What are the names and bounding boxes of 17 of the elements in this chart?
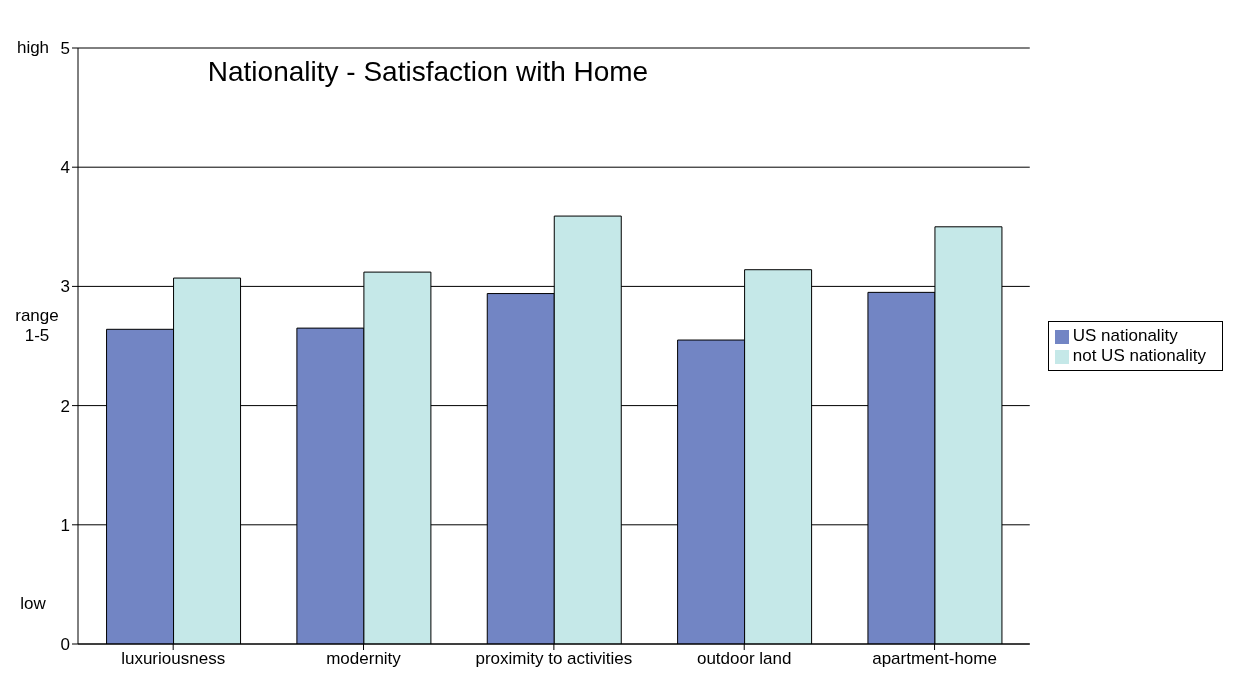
y-tick-label: 1 [60, 515, 70, 535]
y-tick-label: 4 [60, 158, 70, 178]
y-tick-label: 3 [60, 277, 70, 297]
text: low [19, 594, 47, 614]
x-tick-label: apartment-home [872, 649, 997, 669]
x-tick-label: proximity to activities [475, 649, 633, 669]
legend-label: US nationality [1072, 326, 1178, 345]
text: high [15, 38, 51, 58]
legend-label: not US nationality [1072, 346, 1206, 365]
y-axis-title: range 1-5 [14, 306, 60, 346]
y-tick-label: 2 [60, 396, 70, 416]
x-tick-label: modernity [326, 649, 402, 669]
y-tick-label: 5 [60, 39, 70, 59]
x-tick-label: outdoor land [696, 649, 792, 669]
x-tick-label: luxuriousness [121, 649, 226, 669]
y-tick-label: 0 [60, 635, 70, 655]
chart-title: Nationality - Satisfaction with Home [206, 56, 650, 88]
